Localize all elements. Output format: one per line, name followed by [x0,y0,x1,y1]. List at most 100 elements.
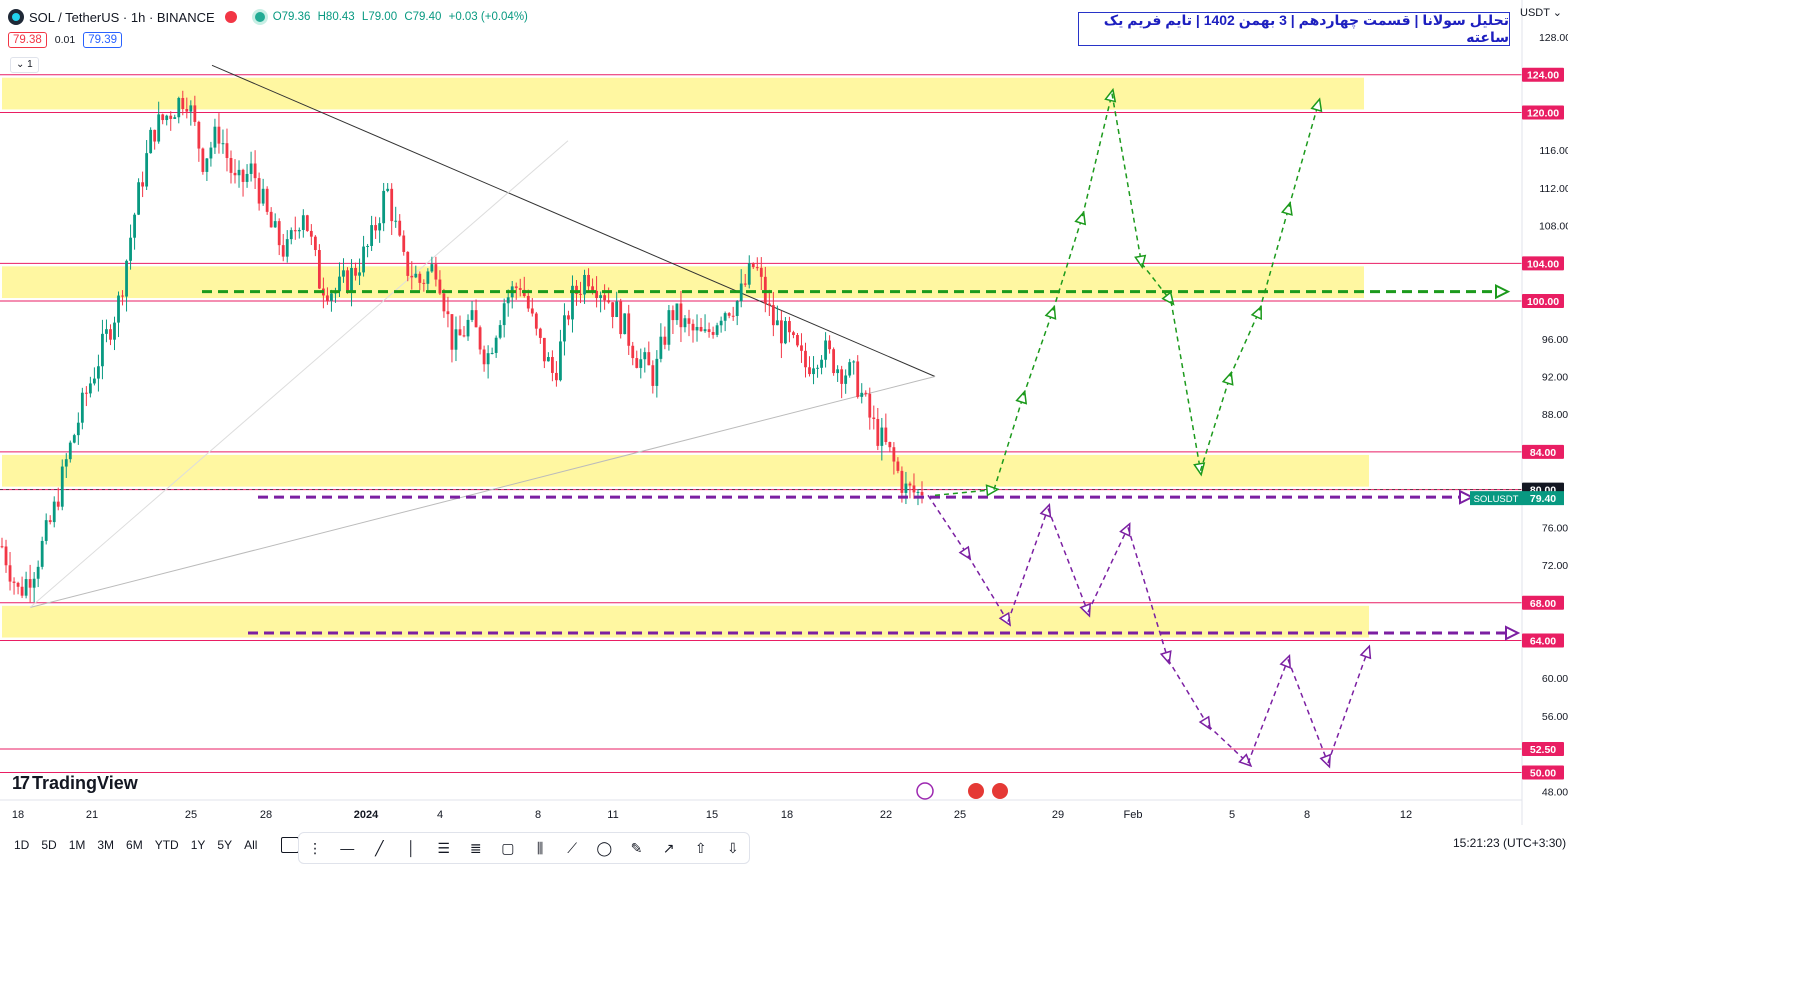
clock[interactable]: 15:21:23 (UTC+3:30) [1453,836,1567,850]
brush-tool-icon[interactable]: ✎ [630,839,643,856]
candle-body [743,283,747,285]
tf-all[interactable]: All [244,838,258,852]
drag-handle-icon[interactable]: ⋮ [308,839,323,856]
candle-body [506,297,510,304]
vertical-line-tool-icon[interactable]: │ [407,840,416,856]
pitchfork-tool-icon[interactable]: ≣ [469,839,482,856]
tf-5y[interactable]: 5Y [217,838,233,852]
candle-body [169,115,173,119]
path-tool-icon[interactable]: ⟋ [567,839,578,856]
spread-value: 0.01 [54,34,76,46]
tf-3m[interactable]: 3M [97,838,115,852]
tf-1y[interactable]: 1Y [190,838,206,852]
purple-scenario-segment [1167,658,1209,726]
candle-body [217,126,221,144]
candle-body [912,485,916,493]
price-tick-label: 116.00 [1539,145,1568,157]
candle-body [245,173,249,182]
candle-body [804,350,807,368]
candle-body [454,329,458,350]
candle-body [354,267,357,276]
candle-body [40,540,44,567]
price-tick-label: 88.00 [1542,409,1568,421]
candle-body [751,263,755,268]
arrow-tool-icon[interactable]: ↗ [662,839,675,856]
candle-body [715,325,719,335]
green-scenario-marker [1074,210,1087,226]
green-scenario-marker [1250,305,1262,321]
candle-body [149,129,153,154]
tf-1m[interactable]: 1M [68,838,86,852]
purple-scenario-marker [1319,753,1331,769]
long-position-tool-icon[interactable]: ⫼ [536,839,544,856]
price-chart[interactable]: 128.00 116.00 112.00 108.00 96.00 92.00 88.00 7… [0,0,1568,862]
candle-body [671,310,675,321]
candle-body [840,369,844,384]
support-resistance-zone [2,266,1364,299]
candle-body [663,336,667,345]
candle-body [317,250,321,289]
bid-button[interactable]: 79.38 [8,32,47,48]
candle-body [309,230,313,237]
arrow-down-tool-icon[interactable]: ⇩ [727,839,739,856]
candle-body [36,566,40,579]
candle-body [213,126,217,148]
candle-body [498,325,502,338]
arrow-up-tool-icon[interactable]: ⇧ [694,839,707,856]
date-range-icon[interactable] [281,837,300,853]
candle-body [567,315,570,320]
candle-body [265,188,269,212]
time-tick-label: 8 [1304,809,1310,821]
level-label-text: 120.00 [1527,107,1559,119]
candle-body [691,323,695,331]
candle-body [326,295,329,301]
candle-body [619,301,623,335]
candle-body [32,578,36,588]
candle-body [386,188,390,191]
candle-body [157,114,161,142]
candle-body [350,267,353,292]
candle-body [422,282,426,284]
candle-body [747,263,751,285]
price-tick-label: 76.00 [1542,522,1568,534]
tf-5d[interactable]: 5D [41,838,57,852]
candle-body [233,172,237,176]
ask-button[interactable]: 79.39 [83,32,122,48]
level-label-text: 64.00 [1530,636,1556,648]
ohlc-values: O79.36 H80.43 L79.00 C79.40 +0.03 (+0.04… [273,11,532,23]
candle-body [848,362,852,376]
time-tick-label: 8 [535,809,541,821]
purple-scenario-marker [1119,522,1131,537]
purple-scenario-segment [1327,649,1369,764]
horizontal-line-tool-icon[interactable]: — [340,840,355,856]
parallel-channel-tool-icon[interactable]: ☰ [437,839,450,856]
level-label-badge [1522,105,1564,120]
candle-body [800,345,803,351]
indicator-toggle[interactable]: ⌄ 1 [10,57,39,73]
candle-body [526,295,530,309]
candle-body [470,310,474,320]
time-tick-label: 29 [1052,809,1064,821]
candle-body [330,293,333,301]
candle-body [502,303,506,326]
candle-body [446,311,450,315]
circle-tool-icon[interactable]: ◯ [596,839,613,856]
low-value: L79.00 [361,11,398,23]
symbol-header[interactable]: SOL / TetherUS · 1h · BINANCE O79.36 H80… [8,6,532,28]
candle-body [482,349,486,365]
candle-body [137,182,140,215]
candle-body [579,293,582,295]
candle-body [221,143,225,145]
tf-ytd[interactable]: YTD [154,838,179,852]
currency-selector[interactable]: USDT ⌄ [1520,7,1563,19]
tf-6m[interactable]: 6M [126,838,143,852]
symbol-label[interactable]: SOL / TetherUS · 1h · BINANCE [29,9,215,25]
tf-1d[interactable]: 1D [14,838,30,852]
candle-body [832,349,836,374]
trend-line-tool-icon[interactable]: ╱ [375,839,384,856]
rectangle-tool-icon[interactable]: ▢ [501,839,515,856]
candle-body [16,582,20,587]
candle-body [68,442,72,460]
candle-body [916,491,920,493]
market-closed-icon[interactable] [224,11,237,23]
